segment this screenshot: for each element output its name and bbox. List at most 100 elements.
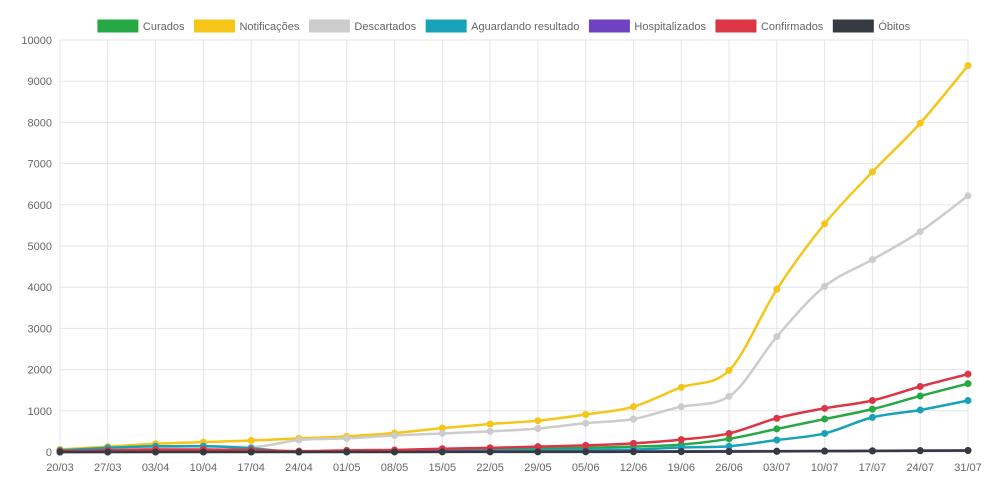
data-point[interactable] (916, 406, 924, 414)
data-point[interactable] (916, 382, 924, 390)
data-point[interactable] (964, 397, 972, 404)
data-point[interactable] (916, 392, 924, 400)
data-point[interactable] (916, 447, 924, 455)
x-tick-label: 17/04 (237, 462, 265, 474)
data-point[interactable] (677, 448, 685, 456)
legend-item[interactable]: Óbitos (832, 19, 911, 33)
y-tick-label: 3000 (28, 323, 52, 335)
data-point[interactable] (343, 448, 351, 456)
data-point[interactable] (773, 425, 781, 433)
data-point[interactable] (868, 447, 876, 455)
data-point[interactable] (773, 333, 781, 341)
data-point[interactable] (725, 448, 733, 456)
series-6 (56, 447, 972, 456)
data-point[interactable] (964, 62, 972, 70)
x-tick-label: 27/03 (94, 462, 122, 474)
series-1 (56, 62, 972, 454)
y-tick-label: 7000 (28, 159, 52, 171)
data-point[interactable] (725, 392, 733, 400)
legend-label: Aguardando resultado (471, 21, 579, 33)
x-tick-label: 20/03 (46, 462, 74, 474)
data-point[interactable] (247, 436, 255, 444)
data-point[interactable] (868, 413, 876, 421)
data-point[interactable] (486, 420, 494, 428)
legend-item[interactable]: Confirmados (715, 19, 824, 33)
data-point[interactable] (295, 436, 303, 444)
data-point[interactable] (582, 419, 590, 427)
grid (59, 39, 969, 453)
data-point[interactable] (629, 415, 637, 423)
data-point[interactable] (56, 448, 64, 456)
data-point[interactable] (486, 448, 494, 456)
y-axis: 0 1000 2000 3000 4000 5000 6000 7000 8000 9000 100… (21, 35, 52, 459)
data-point[interactable] (725, 366, 733, 374)
data-point[interactable] (582, 441, 590, 449)
legend: Curados Notificações Descartados Aguardando… (97, 19, 911, 33)
data-point[interactable] (725, 429, 733, 437)
data-point[interactable] (821, 282, 829, 290)
x-tick-label: 26/06 (715, 462, 743, 474)
legend-label: Hospitalizados (634, 21, 706, 33)
data-point[interactable] (677, 383, 685, 391)
data-point[interactable] (868, 168, 876, 176)
data-point[interactable] (821, 415, 829, 423)
y-tick-label: 6000 (28, 200, 52, 212)
data-point[interactable] (199, 448, 207, 456)
legend-item[interactable]: Curados (97, 19, 185, 33)
data-point[interactable] (773, 414, 781, 422)
data-point[interactable] (868, 256, 876, 264)
y-tick-label: 2000 (28, 365, 52, 377)
x-tick-label: 01/05 (333, 462, 361, 474)
data-point[interactable] (964, 370, 972, 378)
x-tick-label: 24/07 (906, 462, 934, 474)
data-point[interactable] (677, 403, 685, 411)
data-point[interactable] (964, 192, 972, 200)
data-point[interactable] (773, 285, 781, 293)
data-point[interactable] (821, 447, 829, 455)
x-tick-label: 31/07 (954, 462, 982, 474)
legend-item[interactable]: Aguardando resultado (425, 19, 579, 33)
legend-item[interactable]: Descartados (308, 19, 417, 33)
legend-swatch (832, 19, 874, 33)
data-point[interactable] (438, 429, 446, 437)
data-point[interactable] (916, 228, 924, 236)
data-point[interactable] (152, 448, 160, 456)
legend-item[interactable]: Notificações (193, 19, 300, 33)
data-point[interactable] (104, 448, 112, 456)
data-point[interactable] (868, 405, 876, 413)
data-point[interactable] (964, 447, 972, 455)
x-tick-label: 19/06 (667, 462, 695, 474)
data-point[interactable] (773, 447, 781, 455)
data-point[interactable] (438, 448, 446, 456)
data-point[interactable] (821, 220, 829, 228)
legend-swatch (588, 19, 630, 33)
data-point[interactable] (247, 448, 255, 456)
series-line (58, 194, 970, 453)
legend-swatch (308, 19, 350, 33)
data-point[interactable] (821, 404, 829, 412)
data-point[interactable] (773, 436, 781, 444)
data-point[interactable] (391, 448, 399, 456)
data-point[interactable] (821, 429, 829, 437)
y-tick-label: 5000 (28, 241, 52, 253)
data-point[interactable] (343, 434, 351, 442)
data-point[interactable] (629, 439, 637, 447)
series-line (58, 372, 970, 453)
data-point[interactable] (534, 417, 542, 425)
data-point[interactable] (486, 427, 494, 435)
data-point[interactable] (534, 425, 542, 433)
data-point[interactable] (964, 380, 972, 388)
data-point[interactable] (391, 432, 399, 440)
data-point[interactable] (629, 448, 637, 456)
data-point[interactable] (677, 436, 685, 444)
data-point[interactable] (629, 403, 637, 411)
data-point[interactable] (868, 397, 876, 404)
data-point[interactable] (582, 448, 590, 456)
legend-label: Confirmados (761, 21, 824, 33)
data-point[interactable] (916, 119, 924, 127)
data-point[interactable] (582, 411, 590, 419)
legend-item[interactable]: Hospitalizados (588, 19, 706, 33)
data-point[interactable] (534, 448, 542, 456)
data-point[interactable] (295, 448, 303, 456)
